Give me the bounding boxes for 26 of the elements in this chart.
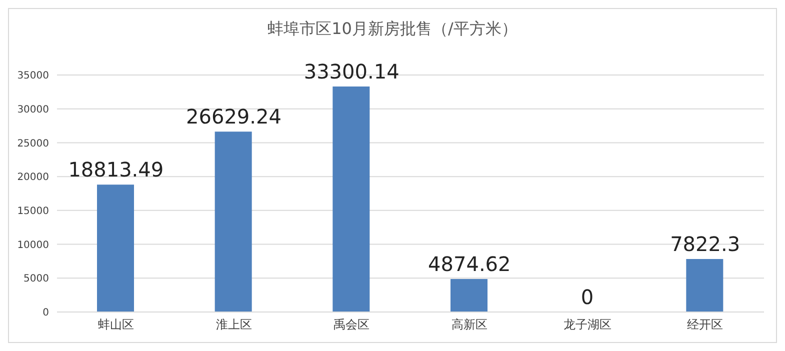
bar <box>332 86 370 312</box>
y-tick-label: 15000 <box>17 206 49 217</box>
y-tick-label: 10000 <box>17 240 49 251</box>
x-tick-label: 禹会区 <box>334 318 370 332</box>
chart-title: 蚌埠市区10月新房批售（/平方米） <box>266 18 518 40</box>
data-label: 0 <box>580 285 594 309</box>
data-label: 7822.3 <box>670 232 740 256</box>
x-tick-label: 淮上区 <box>216 318 252 332</box>
x-tick-label: 蚌山区 <box>98 318 134 332</box>
y-tick-label: 0 <box>42 308 49 319</box>
bar <box>686 259 724 312</box>
data-label: 26629.24 <box>186 104 282 129</box>
bar <box>450 278 488 312</box>
data-label: 4874.62 <box>428 252 511 276</box>
data-label: 18813.49 <box>68 158 164 182</box>
x-tick-label: 高新区 <box>451 318 488 332</box>
x-tick-label: 经开区 <box>687 318 724 332</box>
y-tick-label: 20000 <box>17 172 49 184</box>
data-label: 33300.14 <box>304 60 400 84</box>
y-tick-label: 35000 <box>17 70 49 82</box>
y-tick-label: 30000 <box>17 104 49 116</box>
y-tick-label: 25000 <box>17 138 49 150</box>
y-tick-label: 5000 <box>24 274 49 285</box>
x-tick-label: 龙子湖区 <box>563 318 612 332</box>
bar <box>97 184 134 312</box>
bar <box>214 132 252 312</box>
